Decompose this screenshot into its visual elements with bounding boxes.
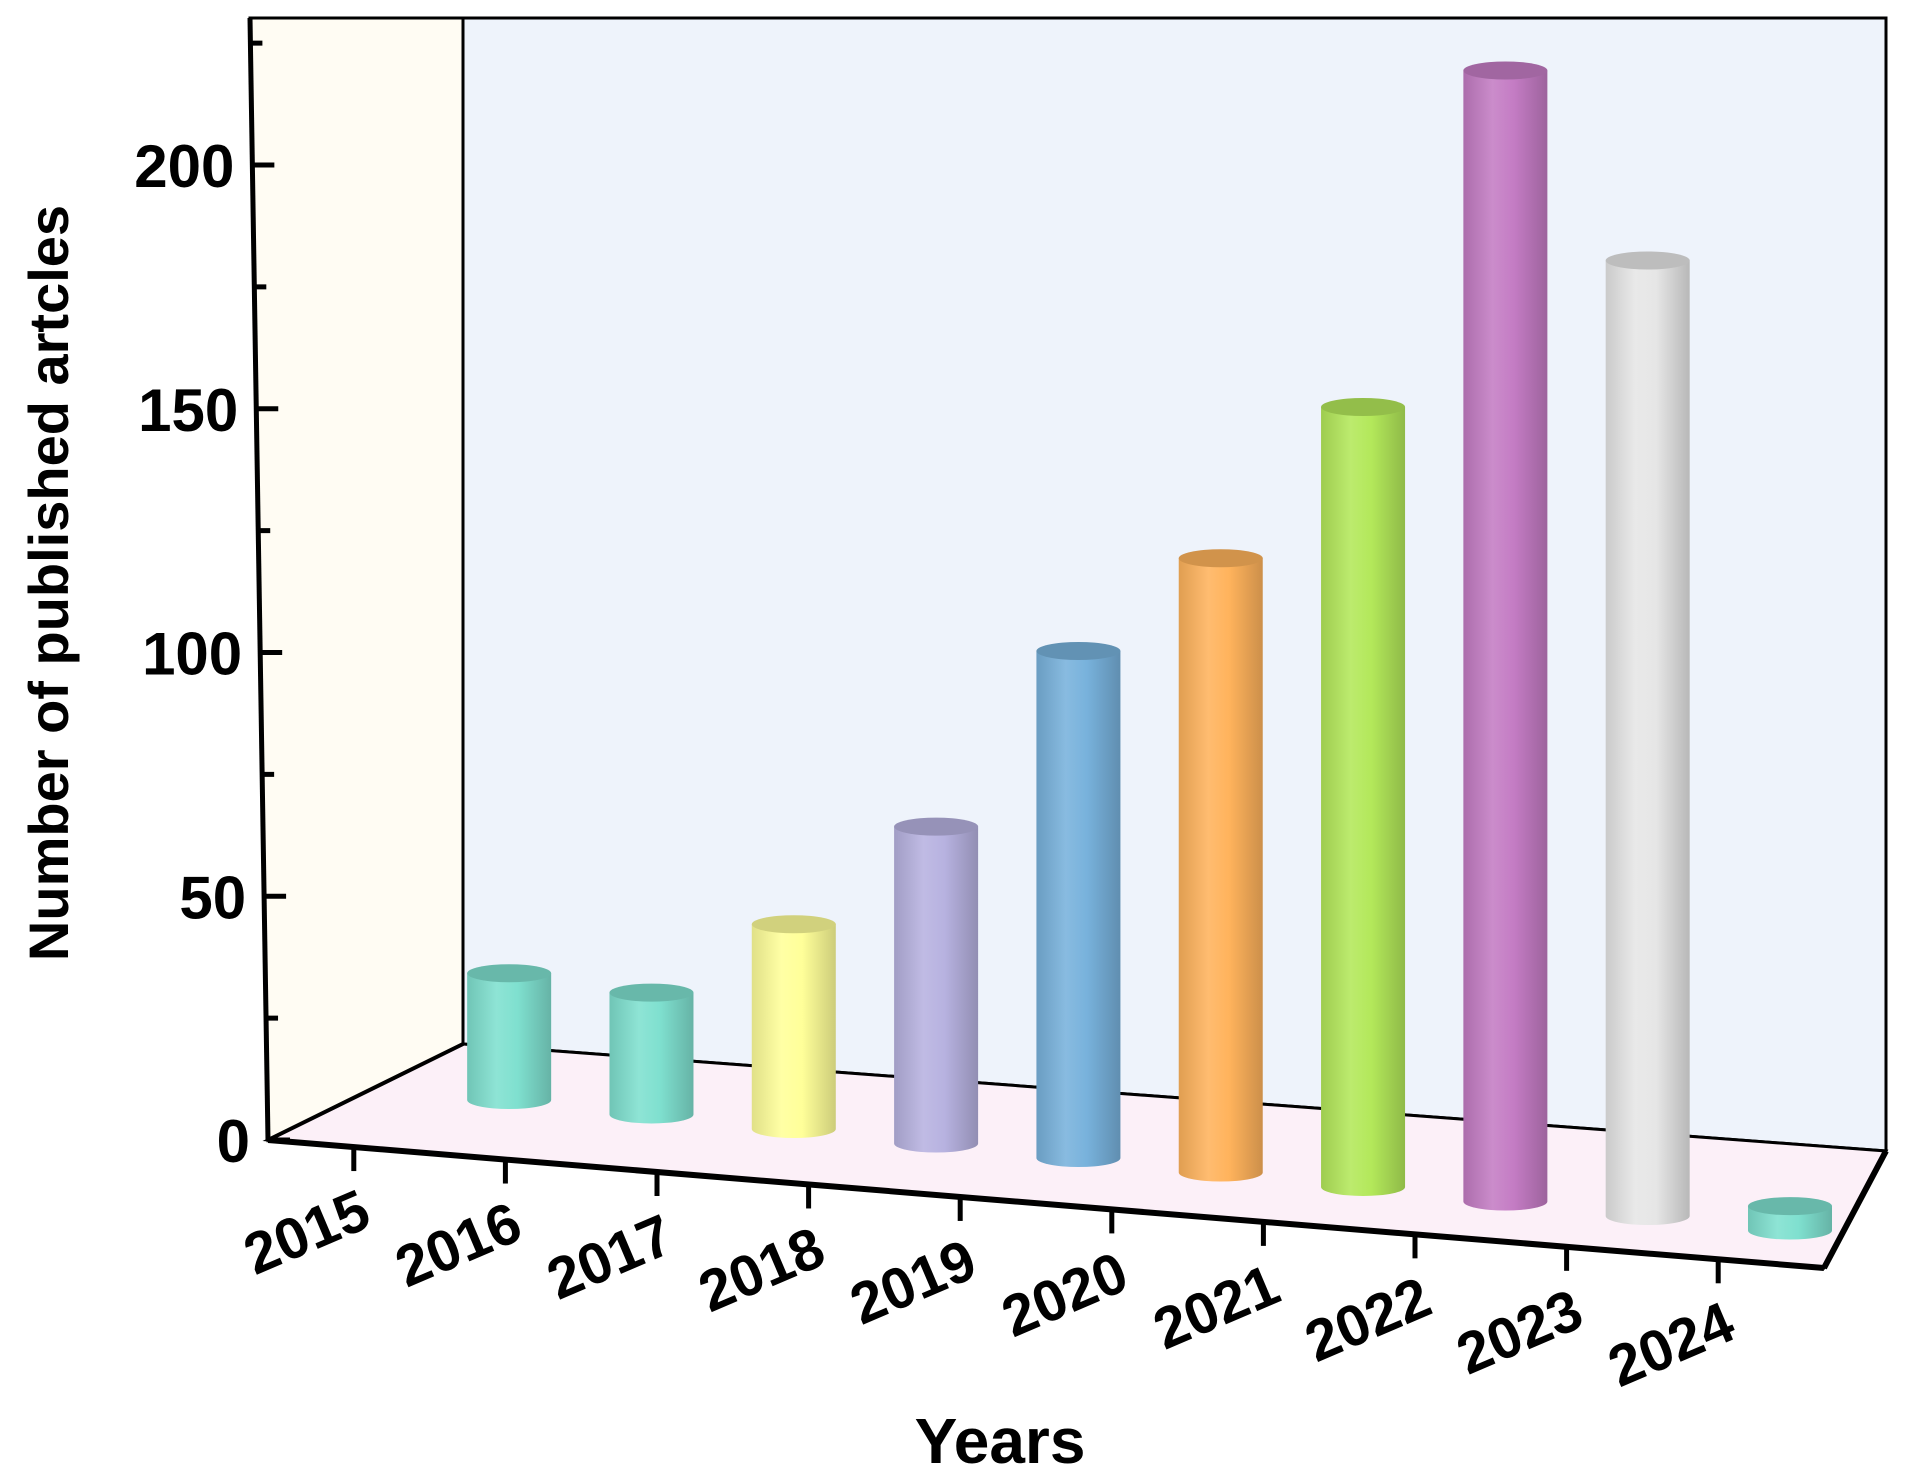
y-tick-label: 150 <box>138 377 238 444</box>
bar-body <box>1748 1206 1832 1240</box>
bar-top <box>751 915 836 934</box>
bar-body <box>1036 651 1121 1167</box>
x-tick-label: 2021 <box>1144 1252 1288 1362</box>
chart-bars <box>467 61 1832 1240</box>
bar-top <box>1321 398 1406 416</box>
bar-body <box>1321 407 1406 1196</box>
y-tick-label: 0 <box>217 1108 250 1175</box>
x-tick-label: 2020 <box>993 1240 1137 1350</box>
x-tick-label: 2015 <box>235 1177 379 1287</box>
x-axis-title: Years <box>915 1405 1086 1477</box>
bar-top <box>1748 1197 1832 1216</box>
y-axis-title: Number of published artcles <box>17 205 80 961</box>
bar <box>1463 61 1548 1211</box>
bar-body <box>609 992 694 1124</box>
y-tick-label: 100 <box>142 621 242 688</box>
bar-top <box>609 983 694 1002</box>
bar-top <box>1605 251 1690 270</box>
bar <box>894 817 979 1153</box>
floor-left-edge <box>267 1042 464 1142</box>
chart-axes <box>247 17 1889 1284</box>
bar-body <box>1605 260 1690 1225</box>
bar-top <box>1036 642 1121 660</box>
bar <box>1748 1197 1832 1240</box>
floor-right-edge <box>1821 1149 1889 1270</box>
bar <box>609 983 694 1124</box>
bar <box>1036 642 1121 1167</box>
x-tick-label: 2018 <box>690 1215 834 1325</box>
bar-body <box>894 826 979 1153</box>
x-tick-label: 2023 <box>1448 1277 1592 1387</box>
bar-body <box>1463 70 1548 1211</box>
bar <box>1321 398 1406 1196</box>
bar-top <box>1463 61 1548 80</box>
x-tick-label: 2016 <box>386 1190 530 1300</box>
x-tick-label: 2017 <box>538 1202 682 1312</box>
bar-body <box>751 924 836 1138</box>
x-tick-label: 2024 <box>1599 1289 1743 1399</box>
bar-top <box>1178 549 1263 568</box>
bar-body <box>1178 558 1263 1182</box>
x-axis-line <box>267 1137 1825 1271</box>
bar-body <box>467 973 552 1109</box>
bar <box>751 915 836 1138</box>
x-tick-label: 2019 <box>841 1227 985 1337</box>
x-tick-label: 2022 <box>1296 1264 1440 1374</box>
bar <box>467 964 552 1109</box>
bar <box>1605 251 1690 1225</box>
bar-top <box>894 817 979 836</box>
side-wall <box>248 16 465 1143</box>
y-tick-label: 200 <box>134 133 234 200</box>
y-tick-label: 50 <box>179 864 246 931</box>
y-axis-line <box>247 17 271 1141</box>
bar <box>1178 549 1263 1182</box>
bar-top <box>467 964 552 983</box>
